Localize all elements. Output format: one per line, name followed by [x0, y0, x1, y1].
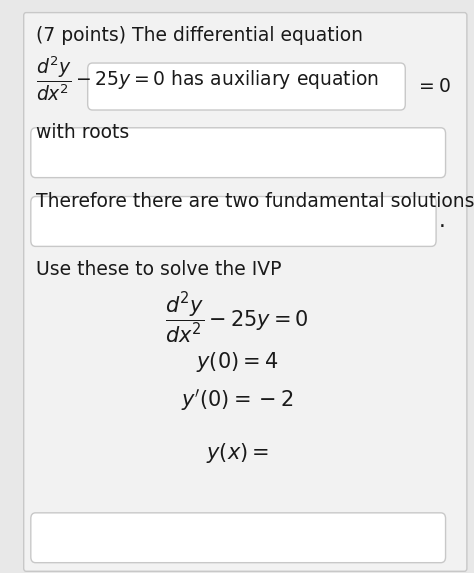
FancyBboxPatch shape — [88, 63, 405, 110]
Text: $y'(0) = -2$: $y'(0) = -2$ — [181, 387, 293, 413]
FancyBboxPatch shape — [31, 128, 446, 178]
FancyBboxPatch shape — [24, 13, 467, 571]
FancyBboxPatch shape — [31, 197, 436, 246]
Text: $= 0$: $= 0$ — [415, 77, 450, 96]
Text: Use these to solve the IVP: Use these to solve the IVP — [36, 260, 281, 279]
Text: (7 points) The differential equation: (7 points) The differential equation — [36, 26, 363, 45]
Text: with roots: with roots — [36, 123, 129, 142]
Text: $y(x) =$: $y(x) =$ — [206, 441, 268, 465]
Text: Therefore there are two fundamental solutions: Therefore there are two fundamental solu… — [36, 192, 474, 211]
Text: .: . — [438, 211, 446, 231]
Text: $y(0) = 4$: $y(0) = 4$ — [196, 350, 278, 374]
Text: $\dfrac{d^2y}{dx^2} - 25y = 0$: $\dfrac{d^2y}{dx^2} - 25y = 0$ — [165, 291, 309, 347]
FancyBboxPatch shape — [31, 513, 446, 563]
Text: $\dfrac{d^2y}{dx^2} - 25y = 0$ has auxiliary equation: $\dfrac{d^2y}{dx^2} - 25y = 0$ has auxil… — [36, 54, 379, 103]
